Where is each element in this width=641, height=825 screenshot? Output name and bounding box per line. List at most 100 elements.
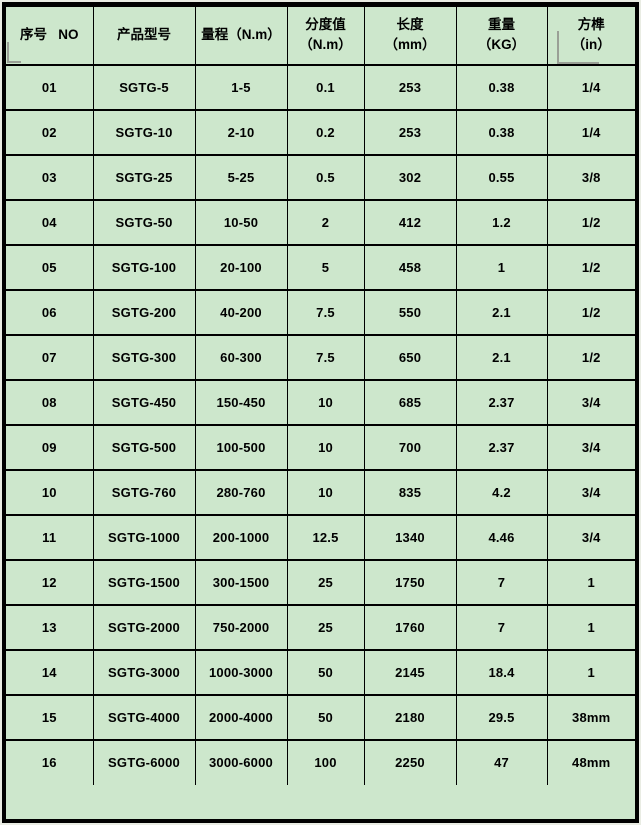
cell-division: 2 — [286, 199, 365, 246]
cell-product-model: SGTG-450 — [92, 379, 196, 426]
cell-division: 25 — [286, 604, 365, 651]
header-division: 分度值 （N.m） — [286, 6, 365, 66]
cell-length: 302 — [363, 154, 457, 201]
cell-range: 60-300 — [194, 334, 288, 381]
cell-product-model: SGTG-10 — [92, 109, 196, 156]
cell-product-model: SGTG-2000 — [92, 604, 196, 651]
cell-square-drive: 38mm — [546, 694, 635, 741]
cell-length: 1340 — [363, 514, 457, 561]
cell-product-model: SGTG-200 — [92, 289, 196, 336]
cell-length: 650 — [363, 334, 457, 381]
header-weight: 重量 （KG） — [455, 6, 548, 66]
table-row: 06 SGTG-200 40-200 7.5 550 2.1 1/2 — [6, 289, 635, 336]
cell-serial-no: 09 — [6, 424, 94, 471]
cell-serial-no: 08 — [6, 379, 94, 426]
cell-length: 700 — [363, 424, 457, 471]
cell-division: 0.1 — [286, 64, 365, 111]
cell-weight: 7 — [455, 604, 548, 651]
cell-product-model: SGTG-3000 — [92, 649, 196, 696]
cell-range: 1-5 — [194, 64, 288, 111]
header-row: 序号 NO 产品型号 量程（N.m） 分度值 （N.m） 长度 （mm） 重量 … — [6, 6, 635, 66]
cell-weight: 29.5 — [455, 694, 548, 741]
table-row: 15 SGTG-4000 2000-4000 50 2180 29.5 38mm — [6, 694, 635, 741]
header-square-drive: 方榫 （in） — [546, 6, 635, 66]
cell-length: 550 — [363, 289, 457, 336]
cell-weight: 1 — [455, 244, 548, 291]
cell-weight: 18.4 — [455, 649, 548, 696]
cell-length: 1750 — [363, 559, 457, 606]
cell-square-drive: 1 — [546, 604, 635, 651]
table-row: 08 SGTG-450 150-450 10 685 2.37 3/4 — [6, 379, 635, 426]
table-row: 04 SGTG-50 10-50 2 412 1.2 1/2 — [6, 199, 635, 246]
cell-range: 300-1500 — [194, 559, 288, 606]
cell-product-model: SGTG-760 — [92, 469, 196, 516]
cell-length: 835 — [363, 469, 457, 516]
cell-square-drive: 3/4 — [546, 514, 635, 561]
cell-weight: 4.46 — [455, 514, 548, 561]
table-row: 14 SGTG-3000 1000-3000 50 2145 18.4 1 — [6, 649, 635, 696]
cell-range: 150-450 — [194, 379, 288, 426]
cell-range: 2000-4000 — [194, 694, 288, 741]
cell-serial-no: 06 — [6, 289, 94, 336]
cell-serial-no: 02 — [6, 109, 94, 156]
cell-range: 40-200 — [194, 289, 288, 336]
cell-product-model: SGTG-500 — [92, 424, 196, 471]
cell-length: 412 — [363, 199, 457, 246]
cell-weight: 1.2 — [455, 199, 548, 246]
cell-weight: 2.1 — [455, 289, 548, 336]
cell-weight: 0.55 — [455, 154, 548, 201]
table-row: 12 SGTG-1500 300-1500 25 1750 7 1 — [6, 559, 635, 606]
cell-range: 280-760 — [194, 469, 288, 516]
cell-division: 7.5 — [286, 334, 365, 381]
cell-length: 458 — [363, 244, 457, 291]
cell-serial-no: 16 — [6, 739, 94, 785]
cell-product-model: SGTG-25 — [92, 154, 196, 201]
cell-serial-no: 04 — [6, 199, 94, 246]
cell-square-drive: 1/2 — [546, 334, 635, 381]
cell-length: 685 — [363, 379, 457, 426]
cell-serial-no: 13 — [6, 604, 94, 651]
header-product-model: 产品型号 — [92, 6, 196, 66]
cell-product-model: SGTG-5 — [92, 64, 196, 111]
cell-weight: 2.1 — [455, 334, 548, 381]
header-length: 长度 （mm） — [363, 6, 457, 66]
cell-division: 5 — [286, 244, 365, 291]
cell-serial-no: 14 — [6, 649, 94, 696]
cell-division: 25 — [286, 559, 365, 606]
cell-serial-no: 12 — [6, 559, 94, 606]
table-row: 13 SGTG-2000 750-2000 25 1760 7 1 — [6, 604, 635, 651]
cell-range: 10-50 — [194, 199, 288, 246]
table-row: 02 SGTG-10 2-10 0.2 253 0.38 1/4 — [6, 109, 635, 156]
header-range: 量程（N.m） — [194, 6, 288, 66]
cell-serial-no: 15 — [6, 694, 94, 741]
table-body: 01 SGTG-5 1-5 0.1 253 0.38 1/4 02 SGTG-1… — [6, 64, 635, 785]
cell-product-model: SGTG-4000 — [92, 694, 196, 741]
cell-square-drive: 1/4 — [546, 64, 635, 111]
cell-square-drive: 1 — [546, 649, 635, 696]
cell-product-model: SGTG-1000 — [92, 514, 196, 561]
cell-division: 10 — [286, 379, 365, 426]
cell-product-model: SGTG-300 — [92, 334, 196, 381]
cell-serial-no: 01 — [6, 64, 94, 111]
cell-weight: 0.38 — [455, 64, 548, 111]
cell-length: 253 — [363, 64, 457, 111]
cell-division: 50 — [286, 649, 365, 696]
cell-division: 10 — [286, 424, 365, 471]
header-serial-no: 序号 NO — [6, 6, 94, 66]
cell-division: 0.5 — [286, 154, 365, 201]
cell-square-drive: 1/4 — [546, 109, 635, 156]
table-row: 05 SGTG-100 20-100 5 458 1 1/2 — [6, 244, 635, 291]
cell-range: 200-1000 — [194, 514, 288, 561]
table-row: 07 SGTG-300 60-300 7.5 650 2.1 1/2 — [6, 334, 635, 381]
table-row: 10 SGTG-760 280-760 10 835 4.2 3/4 — [6, 469, 635, 516]
cell-square-drive: 3/4 — [546, 469, 635, 516]
cell-weight: 0.38 — [455, 109, 548, 156]
cell-serial-no: 07 — [6, 334, 94, 381]
cell-weight: 47 — [455, 739, 548, 785]
cell-square-drive: 3/8 — [546, 154, 635, 201]
cell-square-drive: 1 — [546, 559, 635, 606]
cell-serial-no: 05 — [6, 244, 94, 291]
cell-square-drive: 1/2 — [546, 244, 635, 291]
